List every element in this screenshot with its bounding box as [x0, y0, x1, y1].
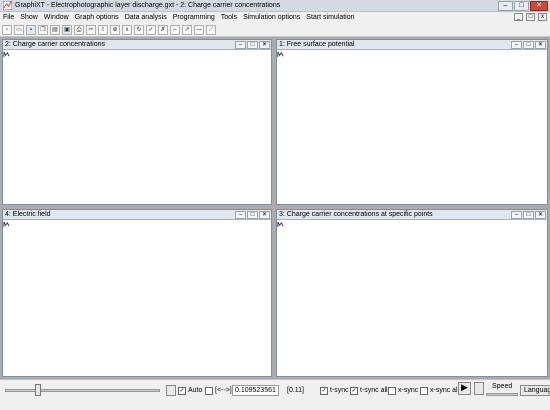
auto-checkbox[interactable]: ✓ Auto — [178, 386, 203, 395]
language-button[interactable]: Language — [520, 385, 550, 396]
bracket-icon[interactable]: ⌐ — [170, 24, 180, 35]
open-file-icon[interactable]: ▭ — [14, 24, 24, 35]
copy-icon[interactable]: ❐ — [38, 24, 48, 35]
chart-svg[interactable] — [3, 51, 271, 204]
mdi-area: 02 x 10¹⁴4 x 10¹⁴6 x 10¹⁴8 x 10¹⁴0246810… — [0, 37, 550, 379]
menu-programming[interactable]: Programming — [172, 14, 215, 21]
window-maximize-button[interactable]: □ — [523, 41, 534, 49]
graph-window-icon: 01 x 10¹⁴2 x 10¹⁴3 x 10¹⁴4 x 10¹⁴5 x 10¹… — [277, 221, 284, 228]
menu-tools[interactable]: Tools — [220, 14, 238, 21]
window-free-surface-potential[interactable]: 05010015020025030035040045050000.050.10.… — [276, 39, 548, 205]
speed-label: Speed — [492, 383, 513, 390]
window-title: 1: Free surface potential — [279, 41, 355, 48]
print-icon[interactable]: ⎙ — [74, 24, 84, 35]
graph-window-icon: 02 x 10¹⁴4 x 10¹⁴6 x 10¹⁴8 x 10¹⁴0246810… — [3, 51, 10, 58]
xsync-checkbox[interactable]: x-sync — [388, 385, 418, 396]
disk-icon[interactable]: ▣ — [62, 24, 72, 35]
time-range-label: [0.11] — [287, 387, 304, 394]
line-icon[interactable]: — — [194, 24, 204, 35]
graph-window-icon: 05000010000015000002468101214x, umElectr… — [3, 221, 10, 228]
window-close-button[interactable]: ✕ — [535, 211, 546, 219]
menu-window[interactable]: Window — [43, 14, 69, 21]
window-title: 2: Charge carrier concentrations — [5, 41, 105, 48]
paste-icon[interactable]: ▤ — [50, 24, 60, 35]
window-title: 4: Electric field — [5, 211, 51, 218]
xsync-all-checkbox[interactable]: x-sync all — [420, 385, 459, 396]
window-title: 3: Charge carrier concentrations at spec… — [279, 211, 433, 218]
tsync-checkbox[interactable]: ✓ t-sync — [320, 386, 349, 395]
step-back-button[interactable] — [166, 385, 176, 396]
chart-svg[interactable] — [277, 51, 547, 204]
window-charge-carrier-concentrations[interactable]: 02 x 10¹⁴4 x 10¹⁴6 x 10¹⁴8 x 10¹⁴0246810… — [2, 39, 272, 205]
save-icon[interactable]: ▪ — [26, 24, 36, 35]
window-minimize-button[interactable]: – — [511, 211, 522, 219]
window-charge-carrier-concentrations-points[interactable]: 01 x 10¹⁴2 x 10¹⁴3 x 10¹⁴4 x 10¹⁴5 x 10¹… — [276, 209, 548, 377]
menu-data-analysis[interactable]: Data analysis — [124, 14, 167, 21]
app-icon — [3, 1, 12, 10]
maximize-button[interactable]: □ — [514, 1, 529, 11]
mdi-close-icon[interactable]: x — [538, 13, 547, 21]
menu-simulation-options[interactable]: Simulation options — [243, 14, 301, 21]
window-minimize-button[interactable]: – — [235, 211, 246, 219]
mdi-minimize-icon[interactable]: _ — [514, 13, 523, 21]
window-maximize-button[interactable]: □ — [247, 41, 258, 49]
window-maximize-button[interactable]: □ — [247, 211, 258, 219]
window-maximize-button[interactable]: □ — [523, 211, 534, 219]
window-close-button[interactable]: ✕ — [259, 41, 270, 49]
speed-slider[interactable] — [486, 393, 518, 396]
play-button[interactable]: ▶ — [458, 382, 471, 395]
window-title: GraphiXT - Electrophotographic layer dis… — [15, 2, 281, 9]
rocket-icon[interactable]: ↗ — [182, 24, 192, 35]
check-icon[interactable]: ✓ — [146, 24, 156, 35]
window-close-button[interactable]: ✕ — [535, 41, 546, 49]
new-file-icon[interactable]: ▫ — [2, 24, 12, 35]
stop-button[interactable] — [474, 382, 484, 395]
slope-icon[interactable]: ⟋ — [206, 24, 216, 35]
menu-file[interactable]: File — [3, 14, 15, 21]
window-minimize-button[interactable]: – — [511, 41, 522, 49]
mdi-restore-icon[interactable]: □ — [526, 13, 535, 21]
menu-bar: File Show Window Graph options Data anal… — [0, 12, 550, 23]
menu-start-simulation[interactable]: Start simulation — [306, 14, 355, 21]
toolbar: ▫ ▭ ▪ ❐ ▤ ▣ ⎙ ✂ ⌇ ⊕ x ↻ ✓ ✗ ⌐ ↗ — ⟋ — [0, 23, 550, 37]
cut-icon[interactable]: ✂ — [86, 24, 96, 35]
app-titlebar: GraphiXT - Electrophotographic layer dis… — [0, 0, 550, 12]
variable-icon[interactable]: x — [122, 24, 132, 35]
graph-window-icon: 05010015020025030035040045050000.050.10.… — [277, 51, 284, 58]
tsync-all-checkbox[interactable]: ✓ t-sync all — [350, 386, 388, 395]
zoom-icon[interactable]: ⊕ — [110, 24, 120, 35]
time-slider-thumb[interactable] — [35, 384, 41, 396]
window-electric-field[interactable]: 05000010000015000002468101214x, umElectr… — [2, 209, 272, 377]
time-slider-track[interactable] — [5, 389, 160, 392]
nav-checkbox[interactable]: [<-->] — [205, 385, 232, 396]
minimize-button[interactable]: – — [498, 1, 513, 11]
playback-bar: ✓ Auto [<-->] 0.109523561 [0.11] ✓ t-sync … — [0, 379, 550, 410]
menu-graph-options[interactable]: Graph options — [74, 14, 119, 21]
time-value-field[interactable]: 0.109523561 — [232, 385, 279, 396]
menu-show[interactable]: Show — [20, 14, 38, 21]
chart-svg[interactable] — [277, 221, 547, 376]
chart-svg[interactable] — [3, 221, 271, 376]
graph-icon[interactable]: ⌇ — [98, 24, 108, 35]
window-minimize-button[interactable]: – — [235, 41, 246, 49]
window-close-button[interactable]: ✕ — [259, 211, 270, 219]
cross-icon[interactable]: ✗ — [158, 24, 168, 35]
reset-icon[interactable]: ↻ — [134, 24, 144, 35]
close-button[interactable]: ✕ — [530, 1, 548, 11]
